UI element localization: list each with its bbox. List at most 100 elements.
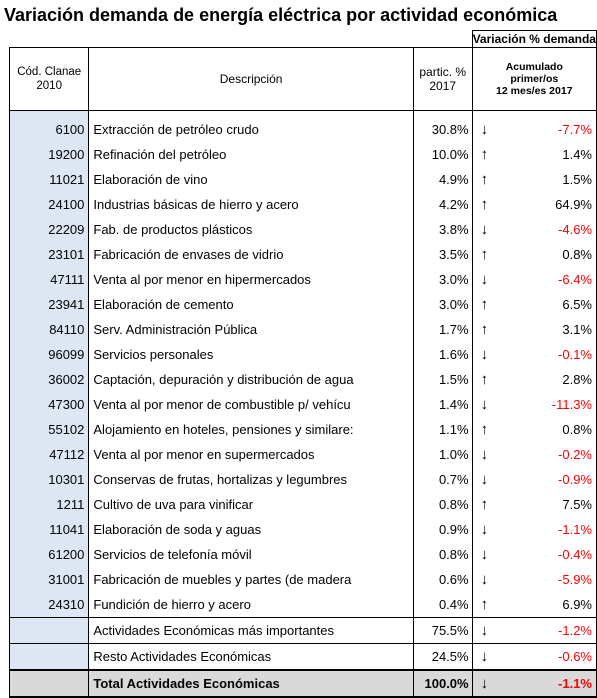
activity-code: 24100	[8, 192, 89, 217]
spacer-row	[8, 110, 597, 117]
table-row: 1211 Cultivo de uva para vinificar 0.8% ↑ 7.…	[8, 492, 597, 517]
variation-value: -0.9%	[507, 467, 597, 492]
activity-code: 11041	[8, 517, 89, 542]
activity-description: Fabricación de muebles y partes (de made…	[88, 567, 414, 592]
activity-code: 1211	[8, 492, 89, 517]
activity-code: 23941	[8, 292, 89, 317]
activity-description: Elaboración de soda y aguas	[88, 517, 414, 542]
share-value: 0.9%	[412, 517, 473, 542]
activity-code: 61200	[8, 542, 89, 567]
arrow-up-icon: ↑	[471, 167, 507, 192]
summary-row: Resto Actividades Económicas 24.5% ↓ -0.6%	[8, 643, 597, 670]
variation-value: -0.4%	[507, 542, 597, 567]
column-header-row: Cód. Clanae 2010 Descripción partic. % 2…	[8, 47, 597, 111]
table-row: 61200 Servicios de telefonía móvil 0.8% ↓ -0…	[8, 542, 597, 567]
table-row: 55102 Alojamiento en hoteles, pensiones y…	[8, 417, 597, 442]
share-value: 0.8%	[412, 492, 473, 517]
activity-description: Servicios de telefonía móvil	[88, 542, 414, 567]
share-value: 4.2%	[412, 192, 473, 217]
variation-value: 6.5%	[507, 292, 597, 317]
summary-code-blank	[8, 617, 89, 644]
arrow-down-icon: ↓	[471, 392, 507, 417]
arrow-up-icon: ↑	[471, 142, 507, 167]
activity-description: Fab. de productos plásticos	[88, 217, 414, 242]
total-share: 100.0%	[412, 669, 473, 698]
arrow-down-icon: ↓	[471, 117, 507, 142]
code-header-line-1: Cód. Clanae	[17, 66, 82, 78]
variation-value: 1.4%	[507, 142, 597, 167]
table-row: 11021 Elaboración de vino 4.9% ↑ 1.5%	[8, 167, 597, 192]
share-value: 3.8%	[412, 217, 473, 242]
total-code-blank	[8, 669, 89, 698]
arrow-down-icon: ↓	[471, 542, 507, 567]
variation-value: 64.9%	[507, 192, 597, 217]
table-row: 96099 Servicios personales 1.6% ↓ -0.1%	[8, 342, 597, 367]
variation-value: 0.8%	[507, 242, 597, 267]
activity-code: 10301	[8, 467, 89, 492]
activity-code: 23101	[8, 242, 89, 267]
summary-share: 24.5%	[412, 643, 473, 670]
energy-demand-table: Variación % demanda Cód. Clanae 2010 Des…	[8, 30, 597, 698]
activity-code: 11021	[8, 167, 89, 192]
code-header-line-2: 2010	[36, 80, 62, 92]
table-row: 36002 Captación, depuración y distribució…	[8, 367, 597, 392]
activity-description: Extracción de petróleo crudo	[88, 117, 414, 142]
variation-group-label: Variación % demanda	[471, 30, 597, 48]
activity-code: 19200	[8, 142, 89, 167]
arrow-down-icon: ↓	[471, 267, 507, 292]
activity-description: Fundición de hierro y acero	[88, 592, 414, 618]
activity-code: 22209	[8, 217, 89, 242]
table-row: 47112 Venta al por menor en supermercados…	[8, 442, 597, 467]
summary-share: 75.5%	[412, 617, 473, 644]
arrow-up-icon: ↑	[471, 367, 507, 392]
activity-description: Elaboración de cemento	[88, 292, 414, 317]
share-value: 10.0%	[412, 142, 473, 167]
table-row: 24100 Industrias básicas de hierro y acer…	[8, 192, 597, 217]
arrow-up-icon: ↑	[471, 492, 507, 517]
share-value: 1.7%	[412, 317, 473, 342]
share-value: 0.8%	[412, 542, 473, 567]
share-value: 0.4%	[412, 592, 473, 618]
variation-value: -0.2%	[507, 442, 597, 467]
share-value: 1.0%	[412, 442, 473, 467]
variation-value: 1.5%	[507, 167, 597, 192]
arrow-down-icon: ↓	[471, 467, 507, 492]
share-value: 1.6%	[412, 342, 473, 367]
page-title: Variación demanda de energía eléctrica p…	[4, 5, 558, 25]
share-value: 0.6%	[412, 567, 473, 592]
summary-row: Actividades Económicas más importantes 75…	[8, 617, 597, 644]
summary-description: Actividades Económicas más importantes	[88, 617, 414, 644]
share-value: 3.0%	[412, 267, 473, 292]
total-description: Total Actividades Económicas	[88, 669, 414, 698]
arrow-down-icon: ↓	[471, 217, 507, 242]
activity-description: Captación, depuración y distribución de …	[88, 367, 414, 392]
arrow-down-icon: ↓	[471, 617, 507, 644]
arrow-up-icon: ↑	[471, 592, 507, 618]
share-value: 3.0%	[412, 292, 473, 317]
variation-value: 6.9%	[507, 592, 597, 618]
table-row: 47300 Venta al por menor de combustible p…	[8, 392, 597, 417]
activity-description: Elaboración de vino	[88, 167, 414, 192]
activity-description: Fabricación de envases de vidrio	[88, 242, 414, 267]
arrow-up-icon: ↑	[471, 317, 507, 342]
share-value: 1.1%	[412, 417, 473, 442]
activity-description: Industrias básicas de hierro y acero	[88, 192, 414, 217]
activity-description: Alojamiento en hoteles, pensiones y simi…	[88, 417, 414, 442]
table-row: 24310 Fundición de hierro y acero 0.4% ↑ 6.9…	[8, 592, 597, 618]
variation-header-line-3: 12 mes/es 2017	[496, 85, 573, 97]
variation-value: 0.8%	[507, 417, 597, 442]
arrow-down-icon: ↓	[471, 669, 507, 698]
share-value: 30.8%	[412, 117, 473, 142]
activity-code: 47300	[8, 392, 89, 417]
share-header-line-1: partic. %	[419, 65, 467, 79]
share-value: 0.7%	[412, 467, 473, 492]
activity-description: Cultivo de uva para vinificar	[88, 492, 414, 517]
table-row: 19200 Refinación del petróleo 10.0% ↑ 1.4%	[8, 142, 597, 167]
summary-variation: -0.6%	[507, 643, 597, 670]
activity-description: Venta al por menor de combustible p/ veh…	[88, 392, 414, 417]
arrow-down-icon: ↓	[471, 442, 507, 467]
activity-description: Venta al por menor en supermercados	[88, 442, 414, 467]
share-value: 1.4%	[412, 392, 473, 417]
variation-column-header: Acumulado primer/os 12 mes/es 2017	[471, 47, 597, 111]
activity-code: 31001	[8, 567, 89, 592]
